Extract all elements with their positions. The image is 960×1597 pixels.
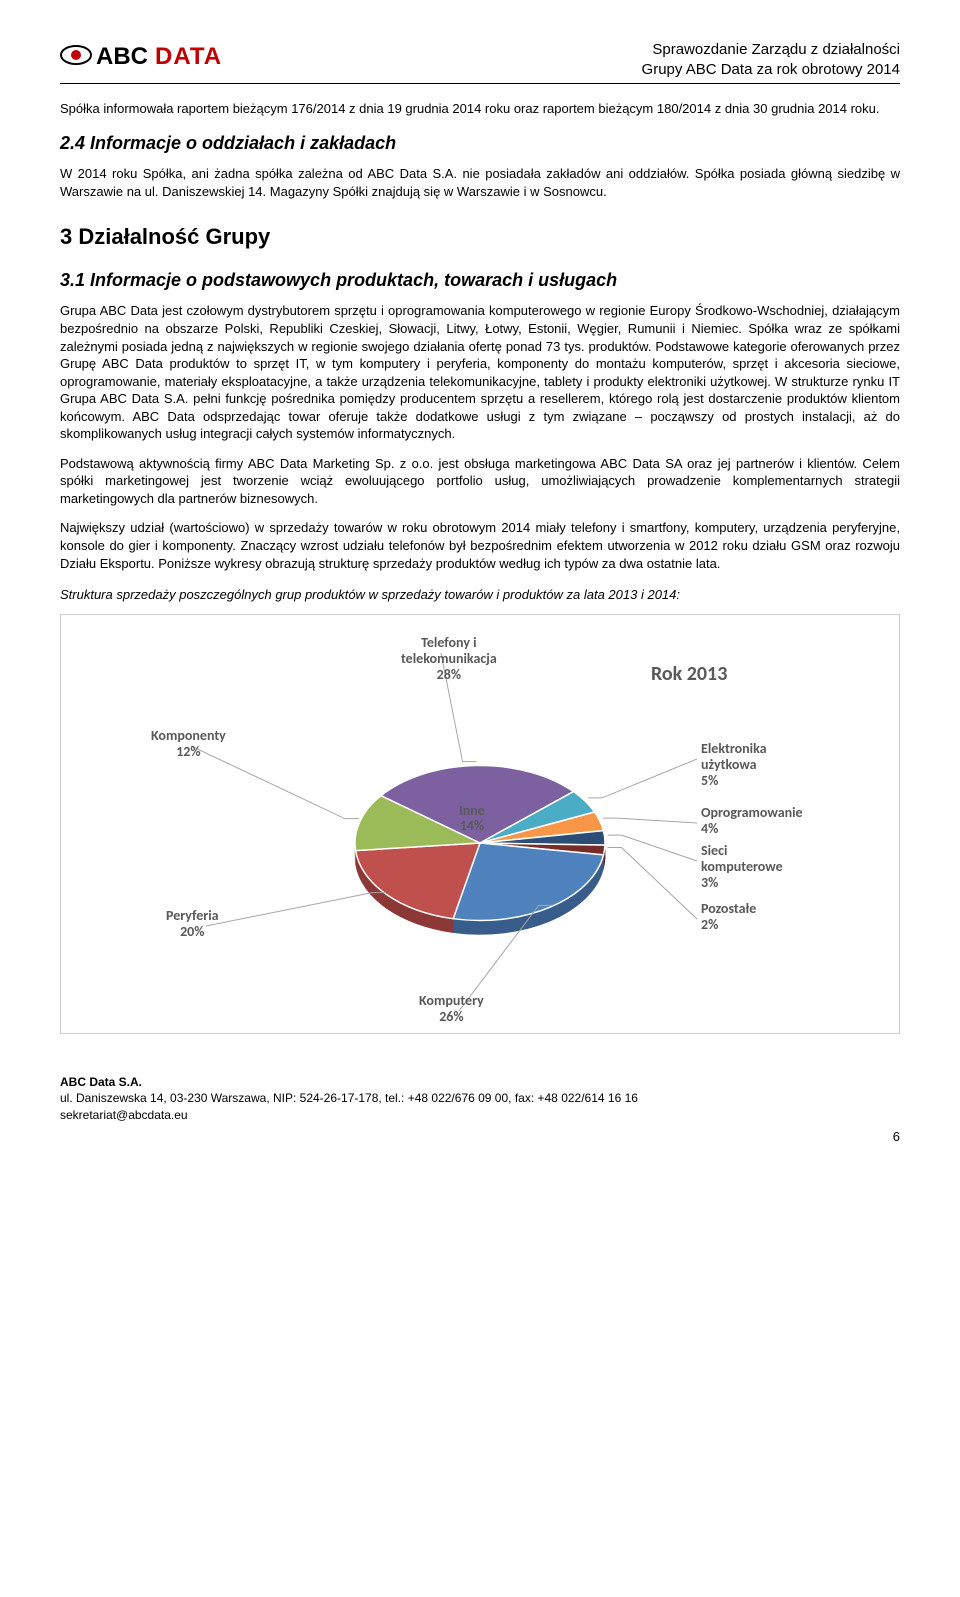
pie-slice-label: Peryferia20% <box>166 908 219 940</box>
paragraph-intro: Spółka informowała raportem bieżącym 176… <box>60 100 900 118</box>
pie-slice-label: Oprogramowanie4% <box>701 805 803 837</box>
footer-company: ABC Data S.A. <box>60 1074 900 1091</box>
paragraph-3-1b: Podstawową aktywnością firmy ABC Data Ma… <box>60 455 900 508</box>
paragraph-3-1a: Grupa ABC Data jest czołowym dystrybutor… <box>60 302 900 442</box>
page-header: ABC DATA Sprawozdanie Zarządu z działaln… <box>60 40 900 81</box>
section-3-1-title: 3.1 Informacje o podstawowych produktach… <box>60 268 900 292</box>
header-line2: Grupy ABC Data za rok obrotowy 2014 <box>642 60 900 80</box>
footer-email: sekretariat@abcdata.eu <box>60 1107 900 1124</box>
chart-year-title: Rok 2013 <box>651 661 727 688</box>
pie-area: Rok 2013 Inne14% Telefony itelekomunikac… <box>71 633 889 1023</box>
pie-slice-label: Komputery26% <box>419 993 484 1025</box>
section-2-4-title: 2.4 Informacje o oddziałach i zakładach <box>60 131 900 155</box>
chart-caption: Struktura sprzedaży poszczególnych grup … <box>60 586 900 604</box>
page-footer: ABC Data S.A. ul. Daniszewska 14, 03-230… <box>60 1074 900 1124</box>
footer-address: ul. Daniszewska 14, 03-230 Warszawa, NIP… <box>60 1090 900 1107</box>
header-line1: Sprawozdanie Zarządu z działalności <box>642 40 900 60</box>
section-3-title: 3 Działalność Grupy <box>60 222 900 252</box>
page-number: 6 <box>60 1128 900 1146</box>
pie-svg <box>345 708 615 978</box>
paragraph-2-4: W 2014 roku Spółka, ani żadna spółka zal… <box>60 165 900 200</box>
header-divider <box>60 83 900 84</box>
svg-text:DATA: DATA <box>155 43 222 70</box>
pie-chart-2013: Rok 2013 Inne14% Telefony itelekomunikac… <box>60 614 900 1034</box>
logo-svg: ABC DATA <box>60 40 250 70</box>
pie-slice-label: Siecikomputerowe3% <box>701 843 783 891</box>
pie-slice-label: Komponenty12% <box>151 728 226 760</box>
paragraph-3-1c: Największy udział (wartościowo) w sprzed… <box>60 519 900 572</box>
header-title: Sprawozdanie Zarządu z działalności Grup… <box>642 40 900 81</box>
pie-slice-label: Elektronikaużytkowa5% <box>701 741 767 789</box>
svg-text:ABC: ABC <box>96 43 148 70</box>
pie-slice-label: Telefony itelekomunikacja28% <box>401 635 497 683</box>
inner-slice-label: Inne14% <box>459 803 485 834</box>
logo: ABC DATA <box>60 40 250 70</box>
pie-slice-label: Pozostałe2% <box>701 901 756 933</box>
